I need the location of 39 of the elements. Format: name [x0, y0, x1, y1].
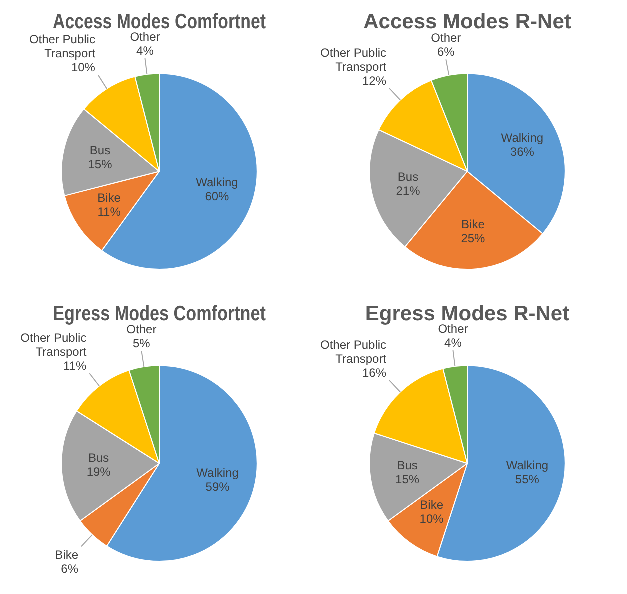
slice-label: Bike [462, 217, 486, 232]
slice-label: Bus [88, 450, 110, 465]
slice-label: Walking [196, 466, 239, 480]
slice-label: Other [130, 30, 160, 44]
slice-label: Other Public Transport [320, 338, 388, 366]
data-label: 19% [86, 464, 112, 479]
data-label: 10% [71, 60, 96, 75]
slice-label: Other [431, 31, 462, 46]
data-label: 15% [396, 472, 420, 486]
slice-label: Bus [90, 144, 111, 158]
data-label: 11% [98, 205, 122, 220]
data-label: 60% [205, 190, 230, 204]
data-label: 10% [420, 512, 444, 526]
slice-label: Bike [55, 548, 79, 562]
slice-label: Bike [98, 191, 122, 206]
data-label: 6% [61, 562, 79, 576]
slice-label: Other Public Transport [20, 330, 88, 359]
slice-label: Walking [506, 458, 549, 472]
data-label: 15% [88, 158, 113, 172]
slice-label: Bus [397, 458, 418, 472]
data-label: 11% [64, 358, 88, 373]
data-label: 6% [437, 45, 456, 60]
slice-label: Walking [196, 176, 238, 190]
slice-label: Other Public Transport [320, 46, 388, 74]
data-label: 59% [206, 480, 230, 494]
data-label: 21% [396, 184, 421, 198]
slice-label: Bus [398, 170, 419, 184]
data-label: 5% [133, 336, 151, 350]
slice-label: Bike [420, 498, 444, 512]
data-label: 4% [136, 44, 154, 58]
slice-label: Other Public Transport [29, 32, 96, 61]
data-label: 55% [515, 472, 540, 486]
data-label: 4% [444, 336, 462, 350]
data-label: 36% [510, 145, 535, 160]
data-label: 16% [362, 366, 387, 380]
data-label: 25% [461, 231, 486, 246]
data-label: 12% [362, 74, 387, 88]
chart-title: Access Modes R-Net [364, 10, 572, 34]
slice-label: Walking [501, 131, 544, 146]
